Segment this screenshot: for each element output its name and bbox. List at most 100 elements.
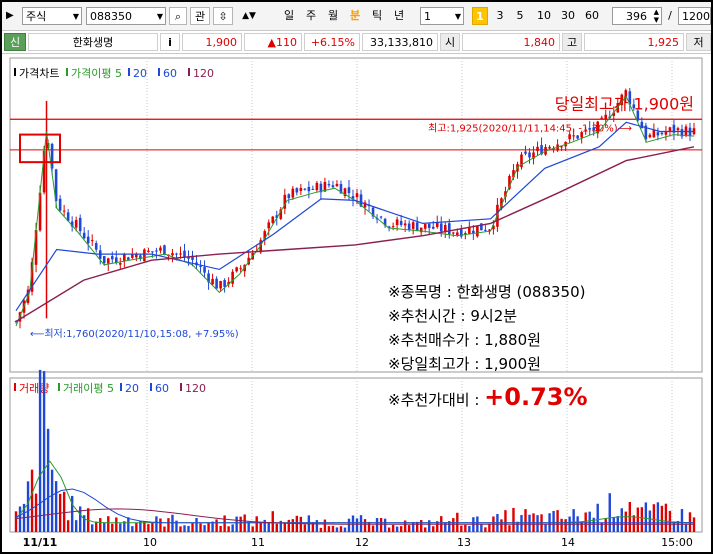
- candle-body: [62, 210, 66, 212]
- volume-bar: [50, 469, 54, 532]
- candle-body: [303, 188, 307, 190]
- volume-bar: [155, 516, 158, 532]
- candle-body: [468, 227, 471, 234]
- legend-swatch: [180, 383, 182, 391]
- candle-body: [163, 245, 166, 255]
- period-minute[interactable]: 분: [349, 9, 361, 22]
- candle-body: [119, 263, 122, 265]
- legend-label: 20: [125, 382, 139, 395]
- market-select[interactable]: 주식 ▼: [22, 7, 82, 25]
- candle-body: [508, 176, 511, 189]
- code-input[interactable]: 088350 ▼: [86, 7, 166, 25]
- candle-body: [540, 145, 543, 155]
- period-month[interactable]: 월: [327, 9, 339, 22]
- volume-bar: [115, 517, 118, 532]
- volume-bar: [528, 514, 531, 532]
- volume-bar: [30, 469, 34, 532]
- volume-bar: [359, 515, 363, 532]
- search-button[interactable]: ⌕: [169, 7, 187, 25]
- candle-body: [291, 188, 295, 198]
- info-button[interactable]: i: [160, 33, 180, 51]
- period-week[interactable]: 주: [305, 9, 317, 22]
- candle-body: [231, 271, 234, 284]
- stepper-icon[interactable]: ▲▼: [242, 11, 256, 21]
- candle-body: [179, 253, 182, 255]
- count-slash: /: [668, 9, 672, 22]
- volume-bar: [524, 509, 527, 532]
- candle-body: [183, 250, 186, 258]
- interval-30[interactable]: 30: [561, 9, 575, 22]
- volume-bar: [143, 521, 146, 532]
- interval-select[interactable]: 1 ▼: [420, 7, 464, 25]
- total-input[interactable]: 1200: [678, 7, 711, 25]
- count-stepper[interactable]: 396 ▲ ▼: [612, 7, 662, 25]
- annotation-value: 1,900원: [484, 355, 541, 373]
- chevron-down-icon[interactable]: ▼: [156, 12, 163, 21]
- high-label: 고: [562, 33, 582, 51]
- volume-bar: [175, 520, 178, 532]
- chevron-down-icon[interactable]: ▼: [72, 12, 79, 21]
- candle-body: [488, 229, 491, 231]
- candle-body: [383, 218, 387, 226]
- candle-body: [227, 281, 230, 285]
- volume-bar: [271, 511, 274, 532]
- legend-swatch: [188, 68, 190, 76]
- candle-body: [584, 129, 587, 131]
- candle-body: [34, 230, 38, 265]
- volume-bar: [468, 525, 471, 532]
- candle-body: [660, 132, 664, 135]
- volume-bar: [14, 511, 18, 532]
- candle-body: [343, 188, 347, 196]
- ratio-value: +0.73%: [484, 383, 588, 411]
- candle-body: [283, 194, 287, 209]
- candle-body: [155, 250, 158, 252]
- period-tick[interactable]: 틱: [371, 9, 383, 22]
- legend-swatch: [150, 383, 152, 391]
- watch-button[interactable]: 관: [190, 7, 210, 25]
- volume-bar: [199, 523, 202, 532]
- volume-bar: [34, 493, 38, 532]
- candle-body: [592, 127, 596, 131]
- interval-60[interactable]: 60: [585, 9, 599, 22]
- candle-body: [315, 182, 319, 191]
- candle-body: [464, 233, 467, 235]
- candle-body: [439, 223, 443, 232]
- legend-label: 거래량: [19, 382, 49, 395]
- legend-swatch: [58, 383, 60, 391]
- menu-arrow-icon[interactable]: ▶: [6, 10, 14, 21]
- volume-bar: [460, 525, 463, 532]
- annotation-value: 9시2분: [470, 307, 518, 325]
- interval-1[interactable]: 1: [472, 7, 488, 25]
- volume-bar: [584, 512, 587, 532]
- interval-10[interactable]: 10: [537, 9, 551, 22]
- ma120-line: [15, 146, 695, 323]
- candle-body: [456, 232, 459, 236]
- high-marker-label: 최고:1,925(2020/11/11,14:45, -1.30%)⟶: [428, 122, 632, 134]
- volume-bar: [504, 510, 507, 532]
- volume-bar: [343, 527, 347, 532]
- candle-body: [327, 184, 331, 186]
- legend-swatch: [120, 383, 122, 391]
- candle-body: [644, 125, 648, 140]
- interval-3[interactable]: 3: [496, 9, 504, 22]
- chevron-down-icon[interactable]: ▼: [454, 12, 461, 21]
- period-year[interactable]: 년: [393, 9, 405, 22]
- chart-svg: 11/11 10 11 12 13 14 15:00 가격차트 가격이평 5 20 60 120 거래량…: [9, 57, 703, 549]
- volume-bar: [419, 520, 423, 532]
- volume-bar: [652, 504, 656, 532]
- toolbar: ▶ 주식 ▼ 088350 ▼ ⌕ 관 ⇳ ▲▼ 일 주 월 분 틱 년 1 ▼…: [2, 2, 711, 31]
- volume-bar: [167, 518, 170, 532]
- interval-5[interactable]: 5: [516, 9, 524, 22]
- updown-button[interactable]: ⇳: [213, 7, 233, 25]
- candle-body: [135, 254, 138, 258]
- ma20-line: [15, 121, 694, 312]
- period-day[interactable]: 일: [283, 9, 295, 22]
- candle-body: [50, 143, 54, 169]
- candle-body: [636, 110, 640, 121]
- spin-icon[interactable]: ▲ ▼: [653, 8, 659, 24]
- ratio-label: ※추천가대비 :: [388, 391, 480, 409]
- candle-body: [175, 253, 178, 255]
- volume-bar: [139, 520, 142, 532]
- candle-body: [351, 196, 355, 199]
- volume-bar: [91, 524, 94, 532]
